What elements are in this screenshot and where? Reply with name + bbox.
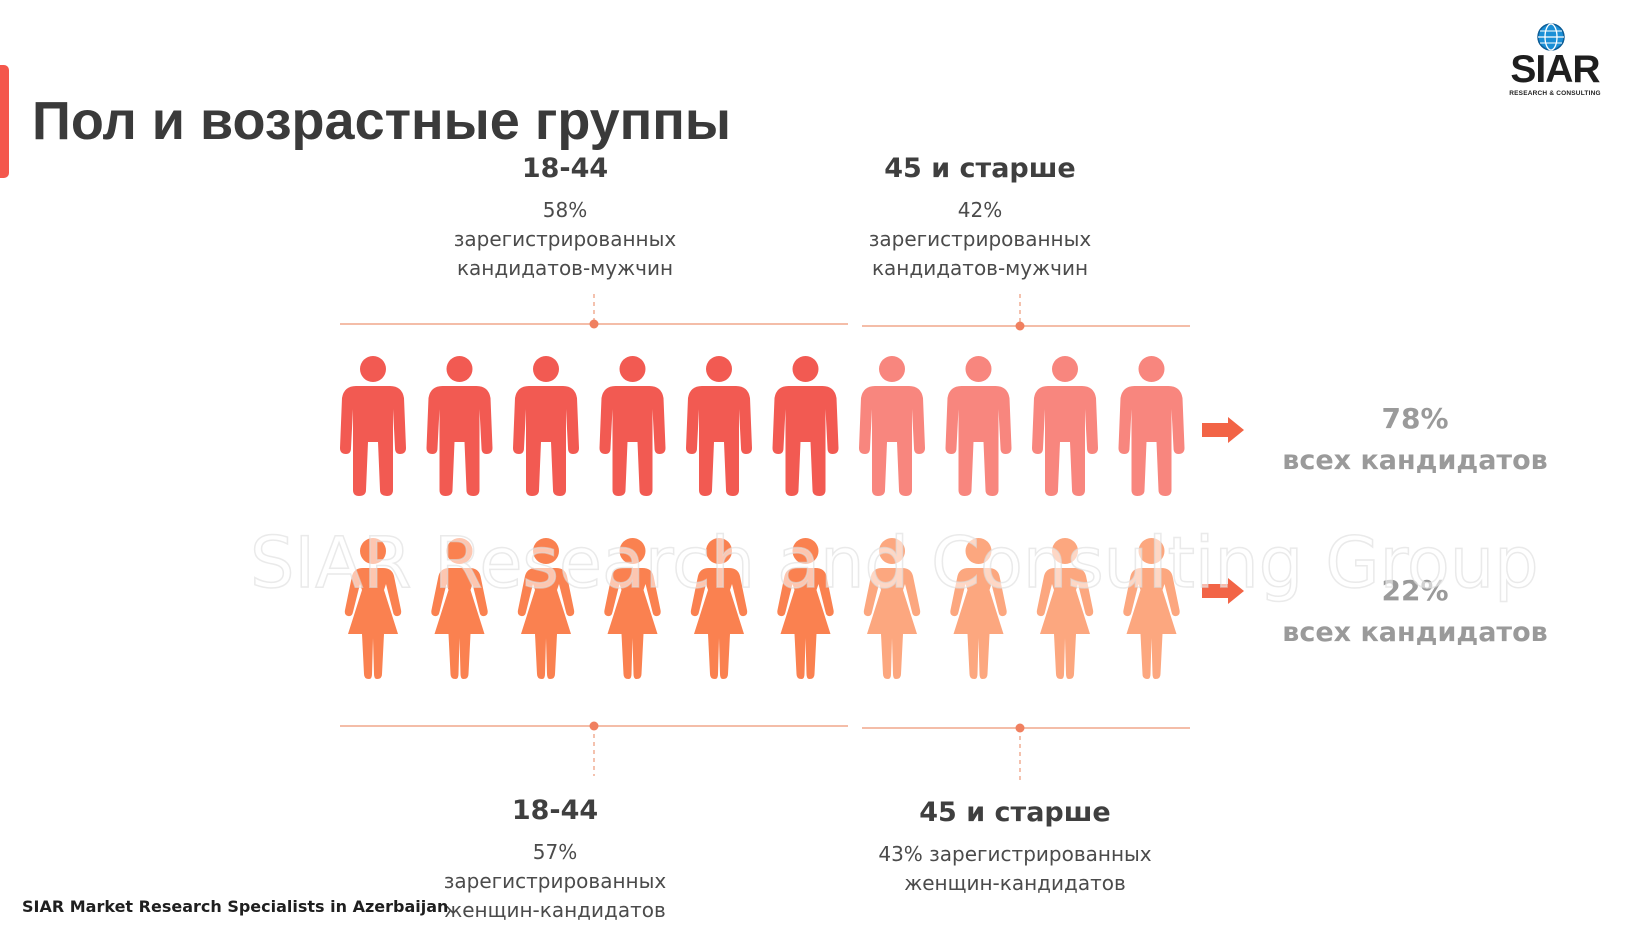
- male-person-icon-young-4: [599, 356, 666, 496]
- arrows: [1202, 417, 1244, 604]
- men-total-pct: 78%: [1381, 402, 1449, 435]
- male-person-icon-older-8: [945, 356, 1012, 496]
- women-young-line2: женщин-кандидатов: [444, 898, 666, 922]
- men-young-label: 18-44 58% зарегистрированных кандидатов-…: [420, 153, 710, 283]
- women-older-dot: [1015, 723, 1025, 733]
- female-person-icon-older-7: [863, 538, 921, 679]
- women-arrow-icon: [1202, 578, 1244, 604]
- male-person-icon-young-2: [426, 356, 493, 496]
- female-person-icon-older-8: [950, 538, 1007, 679]
- women-young-line1: 57% зарегистрированных: [443, 840, 667, 893]
- women-older-age: 45 и старше: [919, 797, 1111, 828]
- logo-subtitle: RESEARCH & CONSULTING: [1509, 90, 1601, 97]
- women-young-age: 18-44: [511, 795, 599, 826]
- female-person-icon-older-10: [1123, 538, 1180, 679]
- logo-wordmark: SIAR: [1510, 48, 1600, 91]
- footer-text: SIAR Market Research Specialists in Azer…: [22, 897, 449, 916]
- female-person-icon-older-9: [1036, 538, 1094, 679]
- men-older-line3: кандидатов-мужчин: [871, 256, 1089, 280]
- women-total-pct: 22%: [1381, 574, 1449, 607]
- men-older-line2: зарегистрированных: [868, 227, 1092, 251]
- page-title: Пол и возрастные группы: [32, 91, 731, 151]
- title-accent-bar: [0, 65, 9, 178]
- men-older-dot: [1015, 321, 1025, 331]
- men-total-text: всех кандидатов: [1282, 445, 1548, 476]
- male-person-icon-older-10: [1118, 356, 1185, 496]
- female-person-icon-young-5: [690, 538, 748, 679]
- men-older-pct: 42%: [957, 198, 1003, 222]
- male-person-icon-young-1: [340, 356, 406, 496]
- men-older-label: 45 и старше 42% зарегистрированных канди…: [830, 153, 1130, 283]
- men-total-stat: 78% всех кандидатов: [1270, 402, 1560, 476]
- women-row: [344, 538, 1180, 679]
- male-person-icon-older-7: [859, 356, 925, 496]
- male-person-icon-young-3: [513, 356, 579, 496]
- male-person-icon-young-6: [772, 356, 839, 496]
- men-older-age: 45 и старше: [884, 153, 1076, 184]
- male-person-icon-older-9: [1032, 356, 1098, 496]
- men-row: [340, 356, 1185, 496]
- men-young-pct: 58%: [542, 198, 588, 222]
- globe-icon: [1537, 23, 1565, 51]
- women-total-text: всех кандидатов: [1282, 617, 1548, 648]
- siar-logo: SIAR RESEARCH & CONSULTING: [1500, 22, 1610, 98]
- connectors: [340, 294, 1190, 784]
- female-person-icon-young-4: [604, 538, 661, 679]
- men-young-dot: [589, 319, 599, 329]
- men-young-age: 18-44: [521, 153, 609, 184]
- women-older-line1: 43% зарегистрированных: [878, 842, 1152, 866]
- male-person-icon-young-5: [686, 356, 752, 496]
- female-person-icon-young-6: [777, 538, 834, 679]
- men-arrow-icon: [1202, 417, 1244, 443]
- women-older-line2: женщин-кандидатов: [904, 871, 1126, 895]
- men-young-line3: кандидатов-мужчин: [456, 256, 674, 280]
- women-young-label: 18-44 57% зарегистрированных женщин-канд…: [420, 795, 690, 925]
- women-older-label: 45 и старше 43% зарегистрированных женщи…: [870, 797, 1160, 898]
- women-total-stat: 22% всех кандидатов: [1270, 574, 1560, 648]
- women-young-dot: [589, 721, 599, 731]
- female-person-icon-young-3: [517, 538, 575, 679]
- men-young-line2: зарегистрированных: [453, 227, 677, 251]
- female-person-icon-young-1: [344, 538, 402, 679]
- female-person-icon-young-2: [431, 538, 488, 679]
